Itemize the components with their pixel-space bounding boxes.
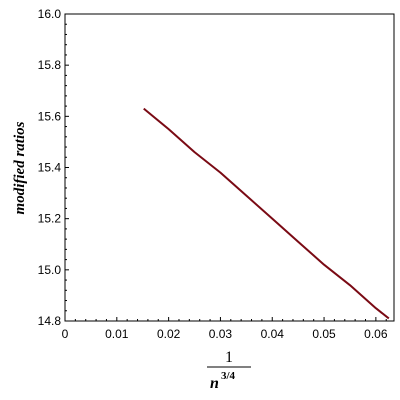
- x-axis-label-numerator: 1: [225, 349, 233, 366]
- y-tick-label: 15.4: [38, 161, 62, 175]
- y-axis-label: modified ratios: [12, 121, 28, 214]
- x-tick-label: 0.01: [105, 327, 129, 341]
- plot-frame: [64, 13, 395, 322]
- series-layer: [143, 107, 390, 320]
- x-axis-label: 1 n 3/4: [207, 349, 251, 392]
- y-tick-label: 15.8: [38, 58, 62, 72]
- x-tick-label: 0.04: [261, 327, 285, 341]
- x-tick-label: 0.06: [364, 327, 388, 341]
- x-axis-label-base: n: [210, 375, 219, 392]
- x-tick-label: 0.03: [209, 327, 233, 341]
- x-axis: 0 0.01 0.02 0.03 0.04 0.05 0.06: [62, 317, 388, 341]
- y-tick-label: 16.0: [38, 7, 62, 21]
- y-tick-label: 15.6: [38, 109, 62, 123]
- y-tick-label: 15.0: [38, 263, 62, 277]
- series-line: [143, 107, 390, 320]
- x-tick-label: 0: [62, 327, 69, 341]
- y-tick-label: 15.2: [38, 212, 62, 226]
- x-tick-label: 0.05: [312, 327, 336, 341]
- x-tick-label: 0.02: [157, 327, 181, 341]
- y-axis: 14.8 15.0 15.2 15.4 15.6 15.8 16.0: [38, 7, 69, 328]
- x-axis-label-exponent: 3/4: [221, 370, 236, 382]
- plot-area: [64, 13, 395, 322]
- y-tick-label: 14.8: [38, 314, 62, 328]
